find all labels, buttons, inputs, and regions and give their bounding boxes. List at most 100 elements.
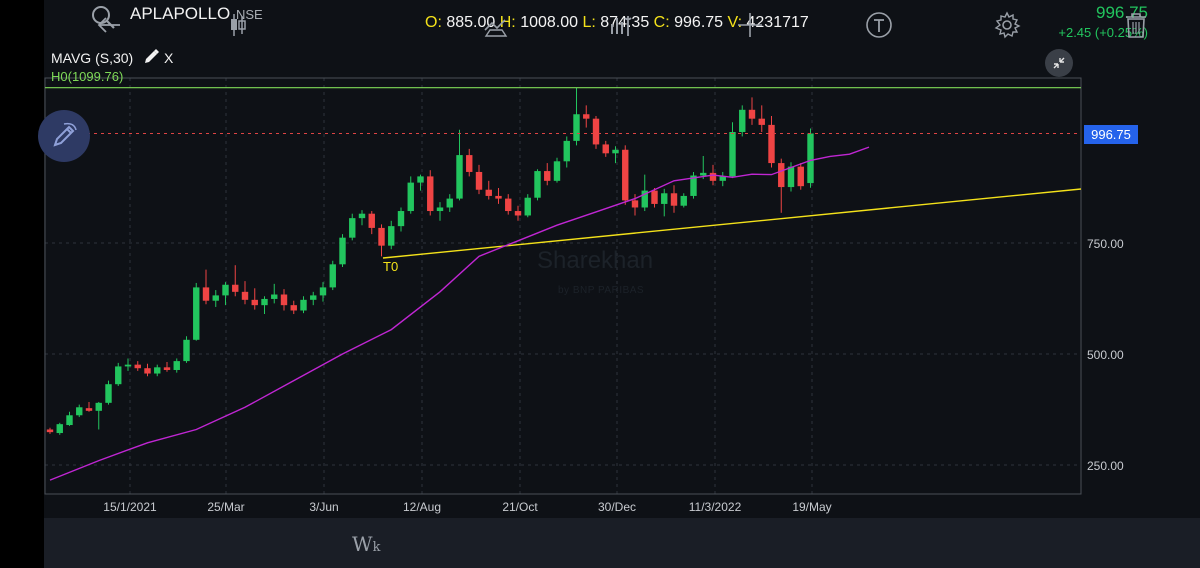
- candle-body: [183, 339, 190, 362]
- candle-body: [592, 118, 600, 145]
- high-value: 1008.00: [520, 14, 579, 31]
- candle-body: [173, 361, 180, 370]
- candle-body: [514, 211, 522, 216]
- candle-body: [670, 193, 678, 206]
- candle-body: [417, 176, 424, 183]
- candle-body: [573, 114, 580, 141]
- candle-body: [66, 415, 73, 426]
- indicators-icon[interactable]: [607, 10, 637, 40]
- candlestick-icon[interactable]: [223, 10, 253, 40]
- candle-body: [124, 364, 132, 367]
- candle-body: [748, 109, 756, 119]
- candle-body: [397, 211, 405, 227]
- open-key: O:: [425, 14, 442, 31]
- mavg-legend[interactable]: MAVG (S,30): [51, 50, 134, 66]
- text-tool-icon[interactable]: [864, 10, 894, 40]
- candle-body: [534, 171, 541, 198]
- candle-body: [251, 299, 258, 306]
- open-value: 885.00: [446, 14, 496, 31]
- plot-frame: [44, 77, 1082, 495]
- candle-body: [378, 227, 385, 246]
- candle-body: [388, 226, 395, 246]
- mavg-line: [49, 146, 870, 481]
- candle-body: [524, 197, 531, 216]
- watermark-sub: by BNP PARIBAS: [558, 285, 645, 296]
- candle-body: [495, 195, 502, 199]
- candle-body: [358, 213, 366, 219]
- candle-body: [602, 144, 609, 154]
- candle-body: [310, 295, 317, 300]
- candle-body: [115, 366, 122, 385]
- collapse-arrows-icon: [1053, 57, 1065, 69]
- candle-body: [446, 198, 453, 208]
- crosshair-icon[interactable]: [735, 10, 765, 40]
- candle-body: [329, 264, 336, 288]
- candle-body: [466, 155, 473, 172]
- time-tick: 25/Mar: [207, 500, 245, 514]
- delete-trash-icon[interactable]: [1121, 10, 1151, 40]
- candle-body: [193, 287, 200, 340]
- candle-body: [612, 149, 619, 154]
- collapse-button[interactable]: [1045, 49, 1073, 77]
- settings-gear-icon[interactable]: [992, 10, 1022, 40]
- candle-body: [290, 305, 297, 311]
- trendline-label: T0: [383, 259, 398, 274]
- time-tick: 30/Dec: [597, 500, 637, 514]
- candle-body: [427, 176, 434, 212]
- candle-body: [144, 368, 151, 374]
- candle-body: [729, 132, 736, 177]
- edit-pencil-icon[interactable]: [142, 48, 160, 66]
- candle-body: [544, 171, 551, 181]
- volume-key: V:: [727, 14, 743, 31]
- candle-body: [778, 163, 785, 188]
- candle-body: [787, 166, 795, 188]
- weekly-interval-icon[interactable]: Wk: [352, 532, 381, 556]
- candle-body: [212, 295, 219, 301]
- candles: [46, 87, 814, 435]
- time-tick: 21/Oct: [502, 500, 538, 514]
- candle-body: [300, 299, 307, 311]
- trend-line-t0: [382, 188, 1082, 259]
- candle-body: [475, 171, 483, 190]
- close-value: 996.75: [674, 14, 724, 31]
- candle-body: [709, 172, 717, 181]
- candle-body: [85, 408, 93, 411]
- candle-body: [222, 284, 229, 296]
- back-arrow-icon[interactable]: [94, 10, 124, 40]
- remove-indicator-button[interactable]: X: [164, 50, 174, 66]
- candle-body: [690, 175, 697, 196]
- symbol-name[interactable]: APLAPOLLO: [130, 4, 231, 23]
- candle-body: [56, 424, 63, 434]
- candle-body: [202, 287, 210, 301]
- candle-body: [46, 429, 54, 433]
- drawing-mode-button[interactable]: [38, 110, 90, 162]
- pen-draw-icon: [53, 122, 77, 147]
- candle-body: [280, 294, 288, 306]
- candle-body: [768, 124, 775, 164]
- time-tick: 11/3/2022: [688, 500, 742, 514]
- candle-body: [271, 294, 278, 299]
- candle-body: [163, 367, 171, 370]
- watermark-brand: Sharekhan: [537, 247, 654, 274]
- chart-grid: [45, 78, 1081, 494]
- candle-body: [485, 189, 492, 196]
- candle-body: [349, 218, 356, 238]
- horizontal-line-label: H0(1099.76): [51, 69, 124, 84]
- candle-body: [631, 200, 639, 208]
- candle-body: [680, 195, 687, 206]
- candle-body: [651, 190, 658, 204]
- candle-body: [76, 407, 83, 416]
- candle-body: [232, 284, 239, 292]
- candle-body: [622, 149, 629, 201]
- candle-body: [339, 237, 346, 265]
- time-tick: 19/May: [792, 500, 832, 514]
- high-key: H:: [499, 14, 516, 31]
- candle-body: [436, 207, 444, 212]
- candle-body: [456, 155, 463, 199]
- candle-body: [241, 291, 249, 300]
- candle-body: [368, 213, 375, 228]
- time-tick: 12/Aug: [402, 500, 442, 514]
- drawing-tools-icon[interactable]: [480, 10, 510, 40]
